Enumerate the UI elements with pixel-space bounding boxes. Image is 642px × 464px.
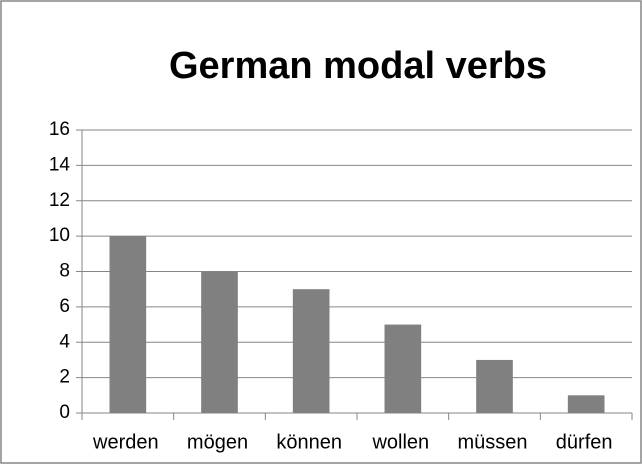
bar <box>201 271 238 413</box>
y-tick-label: 2 <box>59 367 70 388</box>
x-tick-label: mögen <box>187 431 248 453</box>
bar <box>476 359 513 413</box>
bar <box>109 236 147 413</box>
y-tick-label: 8 <box>59 261 70 282</box>
x-tick-label: dürfen <box>556 431 613 453</box>
x-tick-label: wollen <box>371 431 429 453</box>
bar <box>567 395 605 413</box>
y-tick-label: 0 <box>59 402 70 423</box>
chart-title: German modal verbs <box>169 45 547 87</box>
y-tick-label: 12 <box>49 190 70 211</box>
y-tick-label: 10 <box>49 225 70 246</box>
x-tick-label: können <box>276 431 342 453</box>
y-tick-label: 16 <box>49 119 70 140</box>
x-tick-label: werden <box>92 431 159 453</box>
y-tick-label: 4 <box>59 331 70 352</box>
x-tick-label: müssen <box>457 431 527 453</box>
bar <box>384 324 422 413</box>
y-tick-label: 6 <box>59 296 70 317</box>
bar <box>292 289 330 413</box>
y-tick-label: 14 <box>49 154 71 175</box>
